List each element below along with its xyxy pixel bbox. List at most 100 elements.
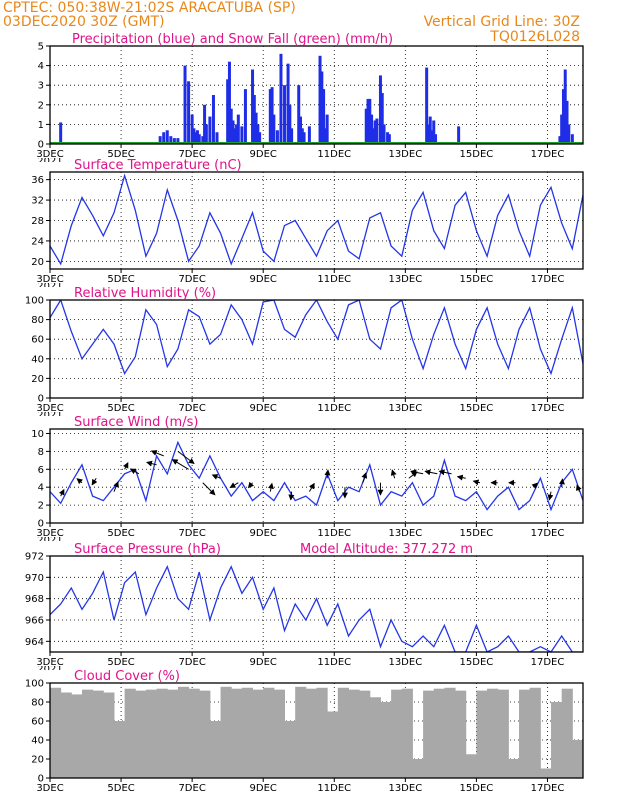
precip-bar <box>204 124 208 144</box>
humidity-year-label: 2021 <box>37 410 62 421</box>
header-line1: CPTEC: 050:38W-21:02S ARACATUBA (SP) <box>3 0 296 16</box>
wind-arrow <box>408 471 418 479</box>
cloud-bar <box>103 692 115 778</box>
cloud-bar <box>412 759 424 778</box>
cloud-bar <box>455 690 467 778</box>
temperature-xtick-label: 7DEC <box>178 274 205 285</box>
precip-bar <box>172 138 176 144</box>
cloud-bar <box>497 689 509 778</box>
cloud-bar <box>423 690 435 778</box>
precip-bar <box>425 67 429 144</box>
precip-bar <box>176 138 180 144</box>
precip-title: Precipitation (blue) and Snow Fall (gree… <box>72 32 393 47</box>
precip-bar <box>258 132 262 144</box>
precip-bar <box>325 114 329 144</box>
precip-ytick-label: 2 <box>38 100 44 111</box>
precip-ytick-label: 4 <box>38 61 44 72</box>
precip-bar <box>59 122 63 144</box>
humidity-frame <box>49 299 584 399</box>
cloud-plot <box>50 686 594 778</box>
precip-bar <box>382 124 386 144</box>
wind-arrow <box>113 481 119 492</box>
cloud-bar <box>71 694 83 778</box>
wind-xtick-label: 11DEC <box>317 528 351 539</box>
cloud-bar <box>487 688 499 778</box>
precip-xtick-label: 15DEC <box>460 149 494 160</box>
wind-arrow <box>288 491 295 501</box>
cloud-bar <box>177 686 190 778</box>
temperature-ytick-label: 20 <box>31 257 44 268</box>
cloud-ytick-label: 0 <box>38 774 44 785</box>
precip-bar <box>243 89 247 144</box>
wind-xtick-label: 17DEC <box>531 528 565 539</box>
wind-xtick-label: 7DEC <box>178 528 205 539</box>
precip-bar <box>299 116 303 144</box>
wind-line <box>50 440 583 512</box>
wind-arrow <box>308 482 315 492</box>
wind-arrow <box>76 478 83 485</box>
wind-ytick-label: 4 <box>38 483 44 494</box>
wind-arrow <box>361 472 368 483</box>
wind-title: Surface Wind (m/s) <box>74 415 198 430</box>
precip-bar <box>194 132 198 144</box>
wind-ytick-label: 0 <box>38 519 44 530</box>
precip-bar <box>561 89 565 144</box>
precip-ytick-label: 5 <box>38 42 44 53</box>
cloud-bar <box>92 690 104 778</box>
wind-ytick-label: 2 <box>38 501 44 512</box>
cloud-ytick-label: 80 <box>31 698 44 709</box>
precip-bar <box>270 87 274 144</box>
temperature-panel: 20 24 28 32 36 3DEC 5DEC 7DEC 9DEC 11DEC 13DEC 15DE… <box>31 158 584 287</box>
precip-bar <box>272 114 276 144</box>
precip-bar <box>426 124 430 144</box>
pressure-line <box>50 565 583 652</box>
wind-arrow <box>424 469 438 476</box>
header-line2: 03DEC2020 30Z (GMT) <box>3 14 165 30</box>
pressure-plot <box>50 565 583 652</box>
cloud-bar <box>369 697 381 778</box>
pressure-title: Surface Pressure (hPa) <box>74 542 221 557</box>
wind-arrow <box>575 484 582 492</box>
precip-bar <box>268 89 272 144</box>
wind-ytick-label: 6 <box>38 465 44 476</box>
precip-bar <box>251 69 255 144</box>
precip-bar <box>322 89 326 144</box>
pressure-xtick-label: 3DEC <box>36 657 63 668</box>
temperature-xtick-label: 13DEC <box>388 274 422 285</box>
precip-bar <box>318 55 322 144</box>
wind-arrow <box>211 474 221 480</box>
pressure-annotation: Model Altitude: 377.272 m <box>300 542 473 557</box>
precip-panel: 0 1 2 3 4 5 3DEC 5DEC 7DEC 9DEC 11DEC 13DEC 15DEC 17D… <box>36 32 584 167</box>
cloud-xtick-label: 15DEC <box>460 783 494 794</box>
cloud-bar <box>199 690 211 778</box>
humidity-xtick-label: 3DEC <box>36 403 63 414</box>
wind-arrow <box>247 481 255 489</box>
cloud-bar <box>241 687 254 778</box>
temperature-line <box>50 173 583 266</box>
temperature-title: Surface Temperature (nC) <box>74 158 242 173</box>
cloud-ytick-label: 20 <box>31 755 44 766</box>
wind-arrow <box>558 478 565 488</box>
pressure-xtick-label: 11DEC <box>317 657 351 668</box>
cloud-bar <box>50 687 62 778</box>
precip-bar <box>203 104 207 144</box>
temperature-xtick-label: 9DEC <box>250 274 277 285</box>
precip-bar <box>192 128 196 144</box>
wind-plot <box>50 440 583 512</box>
precip-bar <box>169 136 173 144</box>
precip-bar <box>158 136 162 144</box>
wind-arrow <box>146 460 157 467</box>
temperature-xtick-label: 5DEC <box>107 274 134 285</box>
cloud-xtick-label: 3DEC <box>36 783 63 794</box>
cloud-bar <box>583 690 594 778</box>
precip-xtick-label: 17DEC <box>531 149 565 160</box>
cloud-panel: 0 20 40 60 80 100 3DEC 5DEC 7DEC 9DEC 11DEC 13DEC 15… <box>25 669 594 794</box>
pressure-xtick-label: 17DEC <box>531 657 565 668</box>
precip-bar <box>560 114 564 144</box>
humidity-xtick-label: 7DEC <box>178 403 205 414</box>
cloud-bar <box>295 686 307 778</box>
precip-bar <box>428 116 432 144</box>
precip-bar <box>570 134 574 144</box>
precip-bar <box>183 65 187 144</box>
precip-year-label: 2021 <box>37 156 62 167</box>
